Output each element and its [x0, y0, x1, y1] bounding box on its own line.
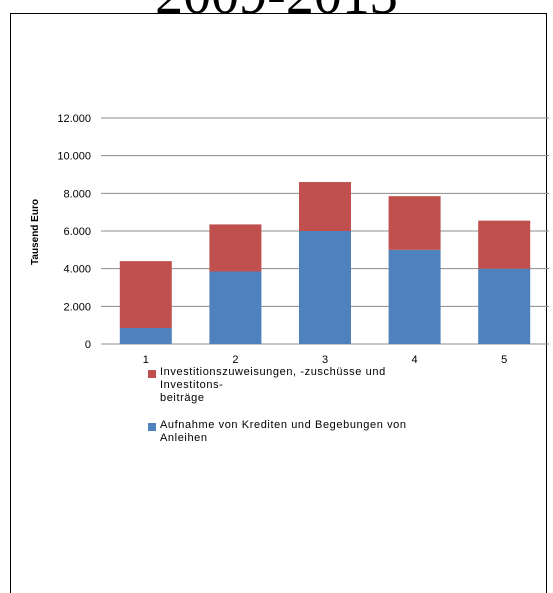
- page-title: 2009-2013: [0, 0, 553, 13]
- y-tick-label: 8.000: [63, 188, 91, 200]
- x-tick-label: 1: [143, 354, 149, 366]
- legend-swatch-loans: [148, 423, 156, 431]
- bar-loans-4: [388, 249, 441, 344]
- bars: [119, 182, 531, 344]
- legend-label-grants: Investitionszuweisungen, -zuschüsse und …: [160, 366, 386, 404]
- page-frame: [10, 13, 547, 593]
- bar-loans-3: [299, 231, 351, 344]
- y-axis-title: Tausend Euro: [30, 199, 41, 265]
- title-mask: 2009-2013: [0, 0, 553, 13]
- y-tick-label: 4.000: [63, 264, 91, 276]
- x-tick-labels: 1 2 3 4 5: [143, 354, 508, 366]
- bar-grants-1: [119, 261, 172, 328]
- x-tick-label: 3: [322, 354, 328, 366]
- bar-loans-1: [119, 327, 172, 344]
- legend: Investitionszuweisungen, -zuschüsse und …: [148, 366, 448, 459]
- y-tick-label: 6.000: [63, 226, 91, 238]
- legend-label-loans: Aufnahme von Krediten und Begebungen von…: [160, 419, 407, 444]
- y-tick-labels: 0 2.000 4.000 6.000 8.000 10.000 12.000: [57, 113, 91, 351]
- bar-grants-2: [209, 224, 262, 272]
- bar-loans-5: [478, 268, 531, 344]
- x-tick-label: 4: [412, 354, 418, 366]
- legend-item-grants: Investitionszuweisungen, -zuschüsse und …: [148, 366, 448, 405]
- y-tick-label: 2.000: [63, 301, 91, 313]
- legend-swatch-grants: [148, 370, 156, 378]
- bar-grants-5: [478, 220, 531, 269]
- y-tick-label: 12.000: [57, 113, 91, 125]
- legend-item-loans: Aufnahme von Krediten und Begebungen von…: [148, 419, 448, 445]
- y-tick-label: 0: [85, 339, 91, 351]
- y-tick-label: 10.000: [57, 151, 91, 163]
- bar-loans-2: [209, 271, 262, 344]
- bar-grants-4: [388, 196, 441, 250]
- bar-grants-3: [299, 182, 351, 231]
- x-tick-label: 2: [232, 354, 238, 366]
- x-tick-label: 5: [501, 354, 507, 366]
